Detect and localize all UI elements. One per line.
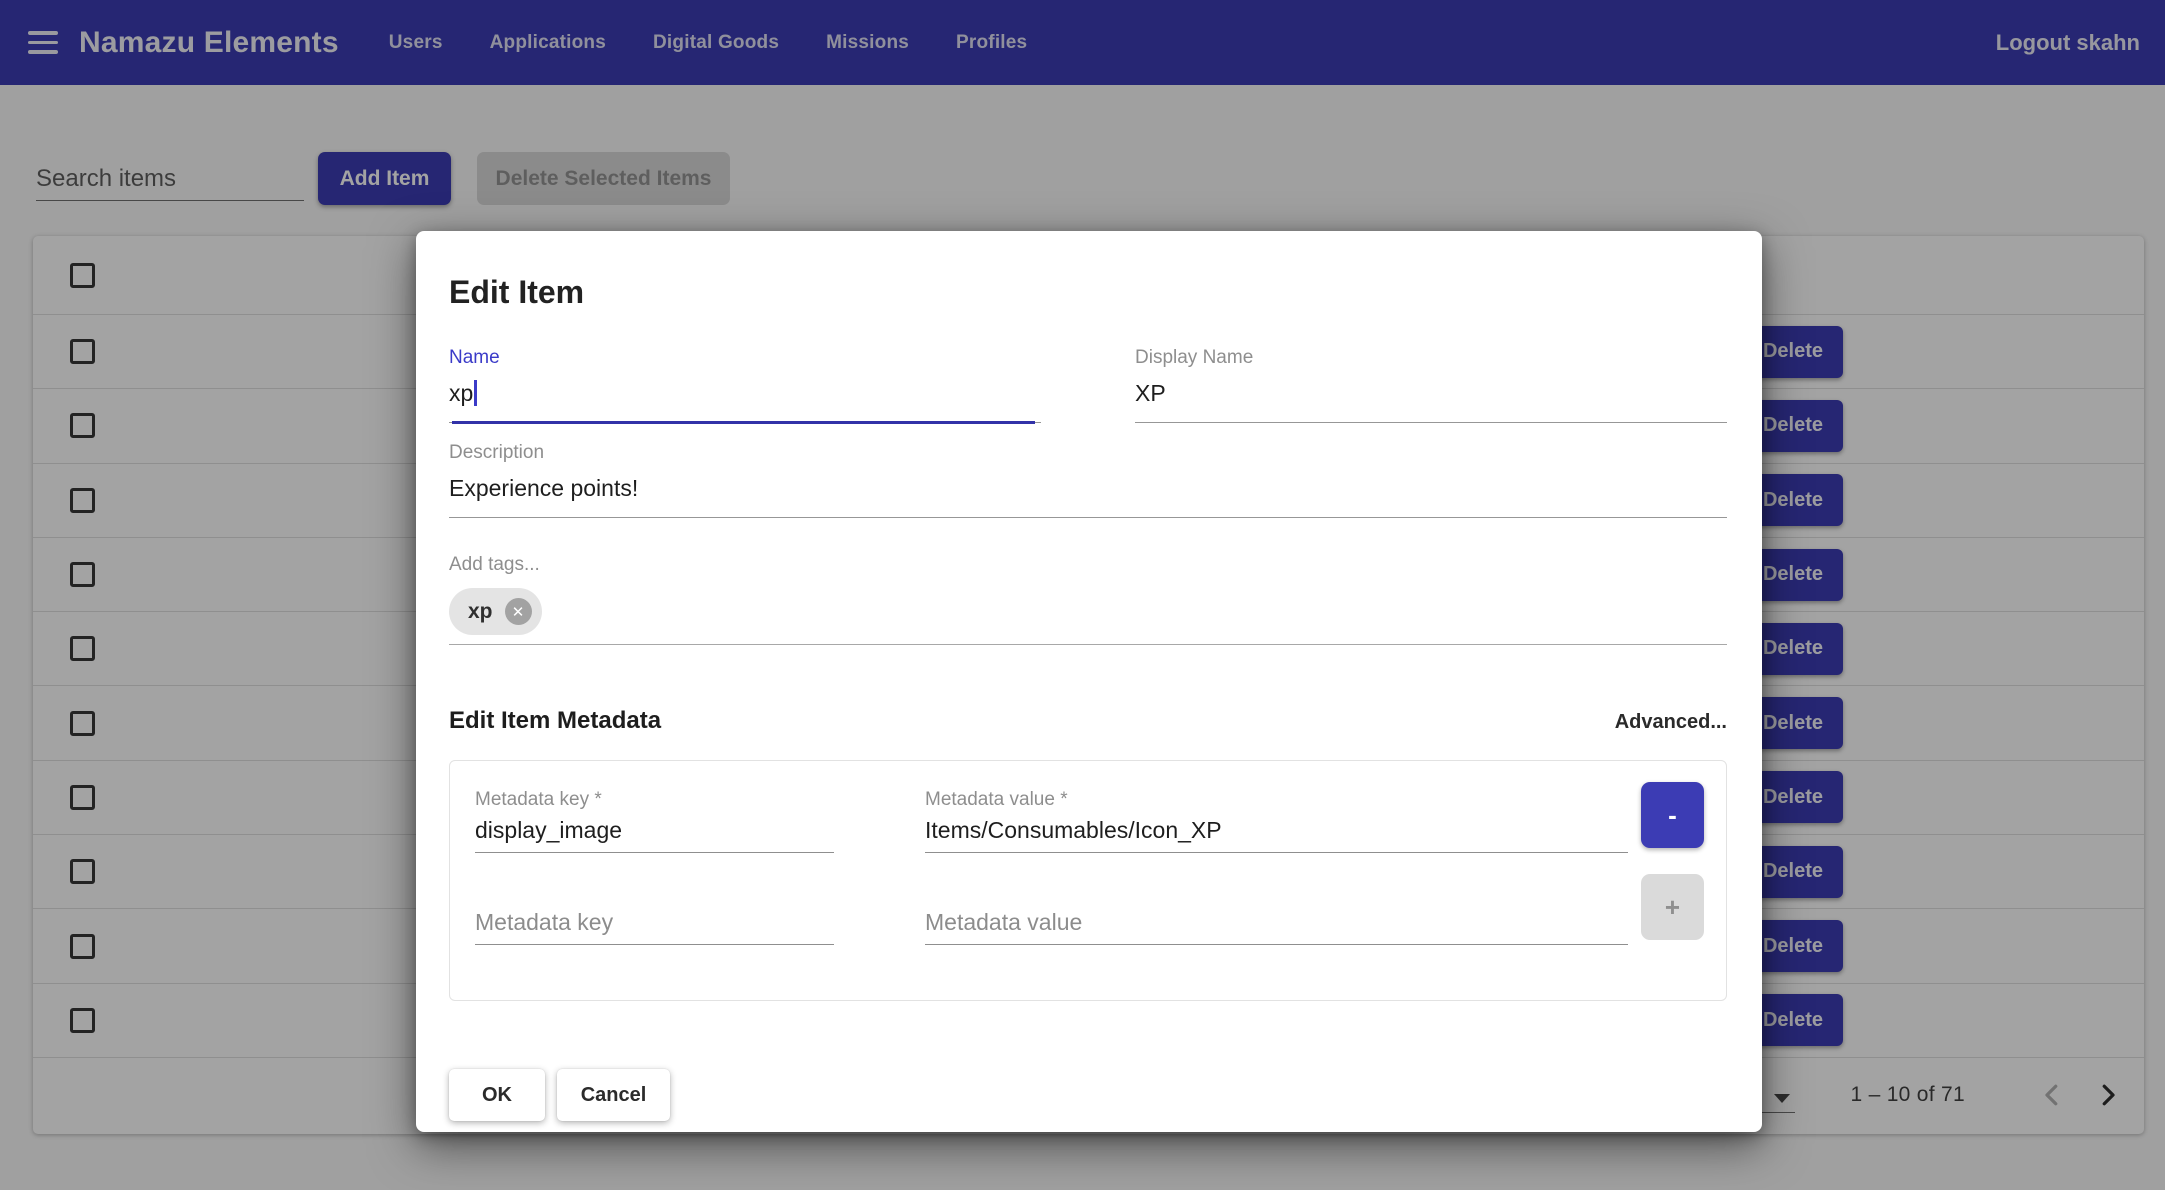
tags-input[interactable] (449, 644, 1727, 645)
rows-per-page-select[interactable] (1749, 1077, 1796, 1114)
row-checkbox[interactable] (70, 562, 95, 588)
display-name-field: Display Name XP (1135, 347, 1727, 423)
description-label: Description (449, 442, 545, 463)
metadata-value-label: Metadata value * (925, 789, 1068, 810)
nav-item-digital-goods[interactable]: Digital Goods (653, 31, 780, 53)
navbar-menu: Users Applications Digital Goods Missions Pr… (389, 32, 1028, 54)
name-field: Name xp (449, 347, 1041, 424)
metadata-heading: Edit Item Metadata (449, 707, 662, 734)
dialog-title: Edit Item (449, 274, 585, 310)
add-item-button[interactable]: Add Item (318, 152, 451, 205)
row-checkbox[interactable] (70, 636, 95, 662)
row-checkbox[interactable] (70, 413, 95, 439)
edit-item-dialog: Edit Item Name xp Display Name XP Descri… (416, 231, 1762, 1132)
menu-icon[interactable] (28, 31, 58, 54)
tags-field: Add tags... xp ✕ (449, 554, 1727, 645)
metadata-row: Metadata key Metadata value + (475, 874, 1704, 945)
app-title: Namazu Elements (79, 25, 339, 59)
display-name-input[interactable]: XP (1135, 380, 1166, 406)
row-checkbox[interactable] (70, 859, 95, 885)
name-label: Name (449, 347, 500, 368)
metadata-card: Metadata key * display_image Metadata va… (449, 760, 1727, 1001)
display-name-label: Display Name (1135, 347, 1254, 368)
metadata-key-input[interactable]: Metadata key (475, 909, 614, 935)
nav-item-applications[interactable]: Applications (489, 31, 607, 53)
search-input[interactable] (36, 163, 304, 201)
app-navbar: Namazu Elements Users Applications Digital… (0, 0, 2165, 85)
description-input[interactable]: Experience points! (449, 475, 639, 501)
metadata-value-input[interactable]: Items/Consumables/Icon_XP (925, 817, 1222, 843)
cancel-button[interactable]: Cancel (557, 1069, 670, 1121)
metadata-row: Metadata key * display_image Metadata va… (475, 782, 1704, 853)
row-checkbox[interactable] (70, 710, 95, 736)
tag-chip: xp ✕ (449, 588, 542, 635)
nav-item-users[interactable]: Users (388, 31, 443, 53)
logout-button[interactable]: Logout skahn (1995, 29, 2140, 55)
chevron-left-icon[interactable] (2037, 1080, 2067, 1110)
row-checkbox[interactable] (70, 339, 95, 365)
metadata-key-input[interactable]: display_image (475, 817, 623, 843)
metadata-key-label: Metadata key * (475, 789, 602, 810)
remove-metadata-button[interactable]: - (1641, 782, 1704, 848)
advanced-link[interactable]: Advanced... (1614, 711, 1727, 733)
text-caret (474, 380, 477, 406)
tag-chip-label: xp (468, 599, 493, 623)
pagination-range-label: 1 – 10 of 71 (1850, 1083, 1965, 1107)
ok-button[interactable]: OK (449, 1069, 545, 1121)
nav-item-profiles[interactable]: Profiles (956, 31, 1028, 53)
chip-remove-icon[interactable]: ✕ (504, 598, 532, 625)
row-checkbox[interactable] (70, 933, 95, 959)
name-input[interactable]: xp (449, 380, 1041, 407)
nav-item-missions[interactable]: Missions (826, 31, 910, 53)
chevron-right-icon[interactable] (2093, 1080, 2123, 1110)
row-checkbox[interactable] (70, 1007, 95, 1033)
add-metadata-button[interactable]: + (1641, 874, 1704, 940)
tags-label: Add tags... (449, 554, 540, 575)
dropdown-arrow-icon (1774, 1094, 1791, 1104)
metadata-value-input[interactable]: Metadata value (925, 909, 1083, 935)
row-checkbox[interactable] (70, 487, 95, 513)
row-checkbox[interactable] (70, 784, 95, 810)
select-all-checkbox[interactable] (70, 262, 95, 288)
description-field: Description Experience points! (449, 442, 1727, 518)
delete-selected-button: Delete Selected Items (477, 152, 730, 205)
pagination-row: 1 – 10 of 71 (33, 1058, 2144, 1133)
